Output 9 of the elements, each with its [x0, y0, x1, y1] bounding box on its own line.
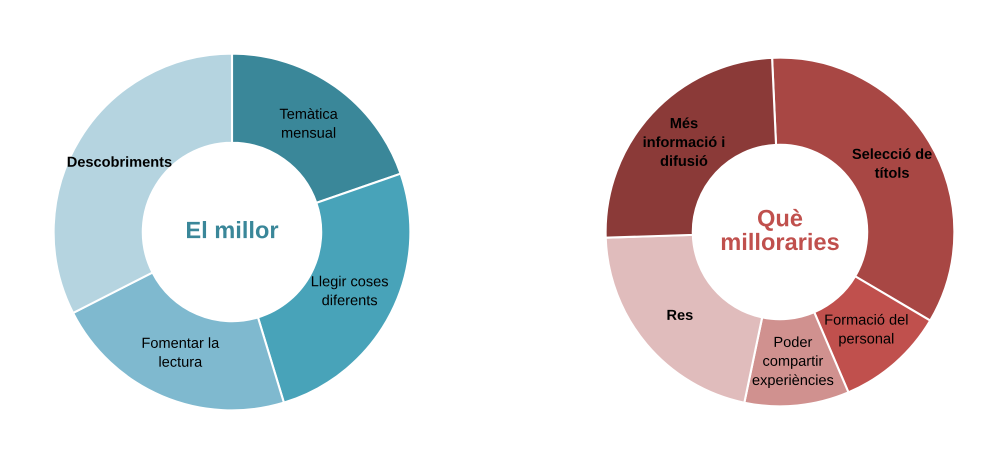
slice-label: Llegir coses diferents [312, 276, 388, 306]
text: El millor [187, 220, 278, 238]
slice-label: Temàtica mensual [280, 108, 338, 138]
slice-label: Selecció de títols [852, 148, 932, 178]
slice-label: Descobriments [68, 156, 172, 167]
slice-label: Més informació i difusió [644, 117, 724, 166]
slice-label: Res [667, 310, 693, 320]
slice-label: Fomentar la lectura [142, 337, 220, 367]
text: Què milloraries [722, 208, 839, 250]
